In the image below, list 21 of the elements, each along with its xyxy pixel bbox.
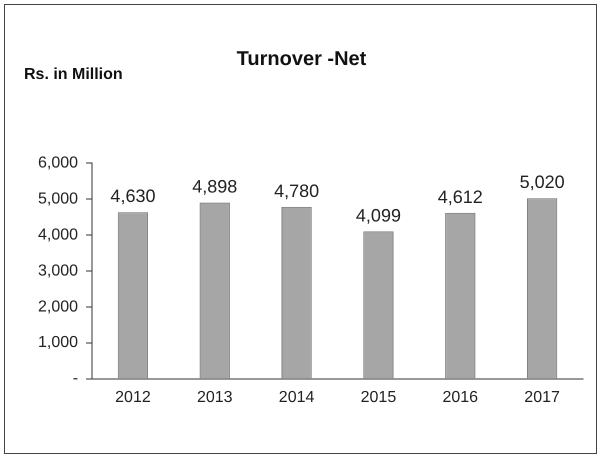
data-label: 5,020 — [520, 172, 565, 192]
y-tick-label: 2,000 — [38, 298, 78, 316]
y-tick-label: - — [72, 370, 78, 388]
x-tick-label: 2015 — [360, 388, 396, 406]
chart-title: Turnover -Net — [236, 48, 366, 70]
x-tick-label: 2016 — [442, 388, 478, 406]
y-tick-label: 4,000 — [38, 226, 78, 244]
y-tick-label: 3,000 — [38, 262, 78, 280]
data-label: 4,612 — [438, 186, 483, 207]
x-tick-label: 2014 — [278, 388, 315, 406]
x-tick-label: 2012 — [115, 388, 151, 406]
data-label: 4,630 — [110, 186, 156, 206]
y-tick-label: 5,000 — [38, 190, 78, 208]
x-tick-label: 2017 — [524, 388, 560, 406]
data-label: 4,898 — [192, 176, 238, 197]
x-tick-label: 2013 — [196, 388, 233, 406]
y-axis-title: Rs. in Million — [24, 66, 123, 84]
y-tick-label: 1,000 — [38, 334, 78, 352]
y-tick-label: 6,000 — [38, 154, 78, 172]
data-label: 4,099 — [356, 205, 401, 226]
data-label: 4,780 — [274, 180, 320, 201]
